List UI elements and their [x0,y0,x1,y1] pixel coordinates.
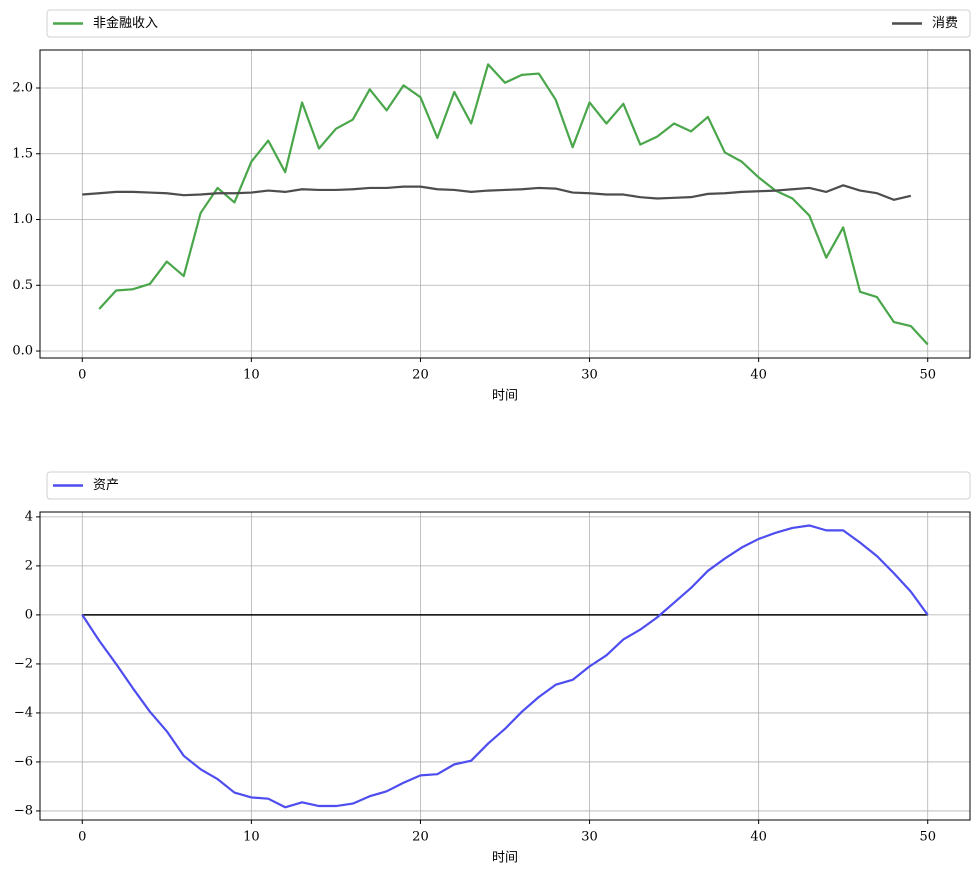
subplot: 0 10 20 30 40 50 0.0 0.5 1.0 1.5 2.0 时间 非金融收入 消费 [12,9,971,404]
x-tick-label: 10 [243,830,260,845]
x-tick-label: 40 [750,368,767,383]
y-tick-label: 0 [25,607,33,622]
x-tick-label: 10 [243,368,260,383]
x-axis-label: 时间 [492,851,518,866]
y-tick-label: 2.0 [12,81,33,96]
x-tick-label: 40 [750,830,767,845]
series-line [81,524,929,809]
x-tick-label: 0 [78,368,86,383]
axes-frame [39,49,971,359]
y-tick-label: −4 [14,705,33,720]
x-tick-label: 30 [581,830,598,845]
y-tick-label: 4 [25,509,33,524]
plot-area [82,63,929,346]
legend-label: 非金融收入 [93,15,158,31]
x-tick-label: 0 [78,830,86,845]
x-tick-label: 30 [581,368,598,383]
axes-frame [39,511,971,821]
y-tick-label: 0.0 [12,344,33,359]
subplot: 0 10 20 30 40 50 −8 −6 −4 −2 0 2 4 时间 资产 [14,471,971,866]
y-tick-label: 1.0 [12,212,33,227]
legend-label: 消费 [932,16,958,31]
legend: 非金融收入 消费 [46,9,971,38]
legend-frame [46,9,971,38]
series-line [82,184,912,201]
x-tick-label: 20 [412,830,429,845]
y-tick-label: 1.5 [12,146,33,161]
y-tick-label: −2 [14,656,33,671]
x-tick-label: 20 [412,368,429,383]
legend: 资产 [46,471,971,500]
x-tick-label: 50 [919,368,936,383]
series-line [98,63,929,346]
legend-label: 资产 [93,478,119,493]
x-tick-label: 50 [919,830,936,845]
x-axis-label: 时间 [492,389,518,404]
y-tick-label: −6 [14,754,33,769]
y-tick-label: 2 [25,558,33,573]
y-tick-label: 0.5 [12,278,33,293]
legend-frame [46,471,971,500]
plot-area [81,524,929,809]
y-tick-label: −8 [14,803,33,818]
